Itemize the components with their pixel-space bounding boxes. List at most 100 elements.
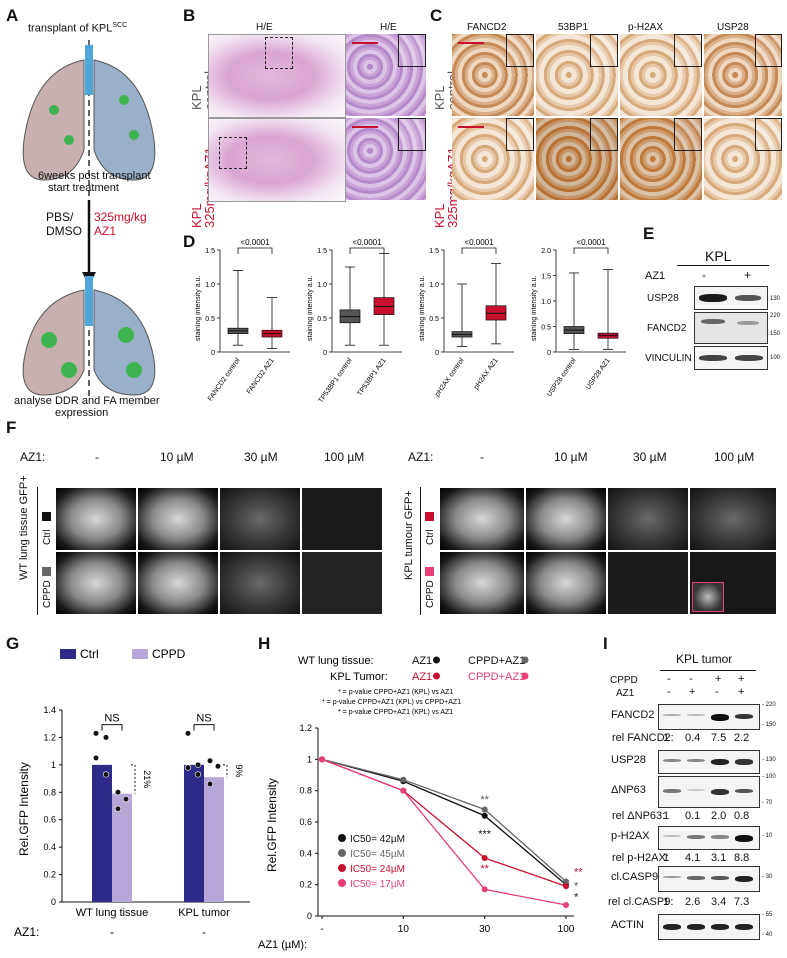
ihc-usp28-control [704,34,782,116]
h-legend-marker [433,672,440,680]
box-ytick-label: 1.0 [429,282,439,289]
rel-value: 2.0 [711,810,727,822]
rel-label: rel p-H2AX: [612,852,669,864]
data-point [194,761,202,768]
panel-d-boxplots: staining intensity a.u. 0 0.5 1.0 1.5 FANCD2 … [195,238,626,404]
data-point [214,763,222,770]
h-ytick-label: 0.6 [299,817,312,827]
panel-e-az1: AZ1 [645,270,666,282]
g-ytick-label: 0.6 [43,815,56,825]
gfp-wt-cppd-100 [302,552,382,614]
bar-cppd [204,777,224,902]
percent-label: 9% [234,765,244,778]
g-az1-label: AZ1: [14,925,39,939]
pvalue-label: <0.0001 [576,238,606,247]
box-ytick-label: 2.0 [541,248,551,255]
blot-band [687,924,705,931]
blot-band [711,924,729,931]
panel-c-col4: USP28 [717,22,749,33]
pvalue-label: <0.0001 [352,238,382,247]
h-series-point [563,902,569,909]
box-category-label: pH2AX AZ1 [473,357,500,391]
blot-band [687,876,705,880]
box-ytick-label: 0 [323,350,327,357]
g-ytick-label: 1.2 [43,732,56,742]
h-ic50-label: IC50= 17µM [350,879,405,890]
blot-band [735,714,753,719]
data-point [122,796,130,803]
ihc-53bp1-az1 [536,118,618,200]
panel-e-blot-vinculin [694,346,768,370]
legend-swatch-ctrl [60,649,76,659]
h-footnote: * = p-value CPPD+AZ1 (KPL) vs AZ1 [338,689,453,696]
blot-band [711,835,729,839]
gfp-wt-ctrl-0 [56,488,136,550]
legend-swatch-cppd [132,649,148,659]
g-ytick-label: 1.4 [43,705,56,715]
pvalue-bracket [349,247,385,254]
h-legend-series: AZ1 [412,655,432,667]
blot-mw: - 10 [762,833,773,839]
blot-band [711,876,729,881]
panel-e-mw-usp28: 130 [770,296,781,302]
panel-a-step1-line1: 6weeks post transplant [38,170,151,182]
panel-f-right-row1: Ctrl [425,529,436,545]
g-ytick-label: 0.4 [43,842,56,852]
ns-bracket [101,724,123,731]
h-series-point [563,878,569,885]
blot-band [735,835,753,842]
legend-label-ctrl: Ctrl [80,647,99,661]
panel-i-az1-label: AZ1 [616,688,635,699]
data-point [194,771,202,778]
box-ytick-label: 0.5 [541,325,551,332]
blot-strip [658,704,760,730]
he-highmag-control [346,34,426,116]
blot-strip [658,914,760,940]
ihc-ph2ax-control [620,34,702,116]
g-ytick-label: 1 [51,760,56,770]
panel-label-b: B [183,6,196,25]
panel-label-h: H [258,634,271,653]
pvalue-bracket [573,247,609,254]
h-ic50-label: IC50= 45µM [350,849,405,860]
h-ic50-marker [338,849,346,857]
panel-f-dose-left-1: - [95,450,99,464]
ihc-ph2ax-az1 [620,118,702,200]
data-point [92,730,100,737]
rel-value: 0.4 [685,732,701,744]
box-ytick-label: 0.5 [317,316,327,323]
panel-e-header-line [677,265,769,266]
h-series-point [481,855,488,862]
cppd-color-key-right [425,567,434,576]
box-ytick-label: 1.0 [205,282,215,289]
blot-band [687,714,705,716]
h-xtick-label: 10 [398,924,410,935]
h-significance-star: ** [574,866,583,878]
az1-sign: + [689,686,696,698]
panel-label-g: G [6,634,20,653]
h-series-point [319,756,325,763]
rel-value: 2.6 [685,896,701,908]
h-xtick-label: 100 [558,924,575,935]
box-ytick-label: 1.5 [317,248,327,255]
cppd-sign: - [689,673,693,685]
h-legend-row2-label: KPL Tumor: [330,671,388,683]
panel-f-left-row1: Ctrl [42,529,53,545]
ctrl-color-key-right [425,512,434,521]
blot-mw: - 70 [762,800,773,806]
h-ytick-label: 0.8 [299,786,312,796]
blot-band [663,924,681,931]
panel-f-right-side-label: KPL tumour GFP+ [403,490,415,580]
blot-band [735,924,753,931]
gfp-kpl-cppd-30 [608,552,688,614]
h-significance-star: ** [480,794,489,806]
blot-band [735,789,753,794]
legend-label-cppd: CPPD [152,647,186,661]
data-point [184,764,192,771]
panel-b-col1-label: H/E [256,22,273,33]
g-ytick-label: 0.2 [43,870,56,880]
blot-band [687,759,705,762]
panel-e-label-vinculin: VINCULIN [645,353,692,364]
box-ytick-label: 0 [211,350,215,357]
panel-a-schematic [22,40,156,400]
